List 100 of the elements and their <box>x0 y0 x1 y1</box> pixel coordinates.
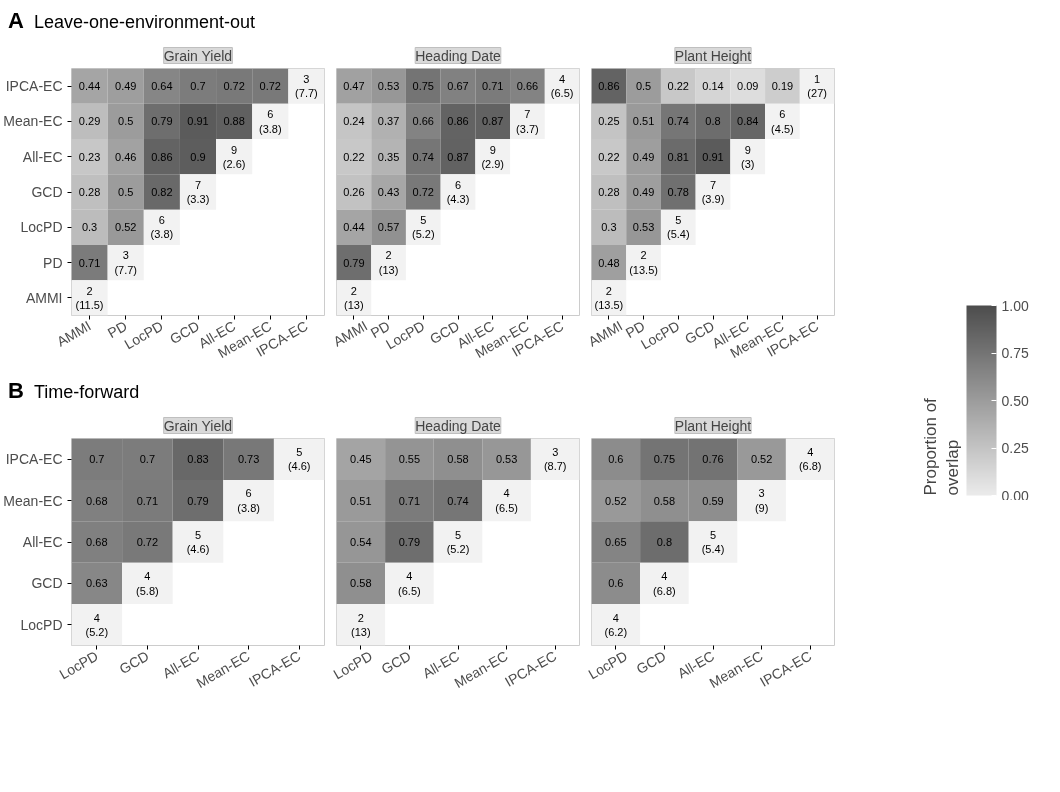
data-label: 0.43 <box>377 186 400 198</box>
data-label: 0.68 <box>86 494 108 507</box>
data-label: 0.75 <box>653 453 676 466</box>
data-label: 0.8 <box>656 536 673 548</box>
data-label: 0.49 <box>632 186 655 198</box>
data-label: 0.72 <box>223 80 245 93</box>
data-label: 0.44 <box>343 221 365 234</box>
chart-title: Grain Yield <box>163 47 233 64</box>
data-label: 0.53 <box>495 453 518 466</box>
text: 2 (13) <box>344 284 364 312</box>
y-tick-label: All-EC <box>22 148 63 165</box>
data-label: 0.09 <box>737 80 759 93</box>
data-label: 0.28 <box>78 186 101 198</box>
data-label: 0.8 <box>705 115 721 128</box>
text: 5 (4.6) <box>186 528 210 556</box>
data-label: 0.24 <box>343 115 365 128</box>
data-label: 0.19 <box>771 80 794 93</box>
y-tick-label: All-EC <box>22 534 63 550</box>
y-tick-label: GCD <box>31 575 63 592</box>
chart-title: Heading Date <box>415 47 502 64</box>
data-label: 0.83 <box>187 453 209 466</box>
text: 3 (7.7) <box>295 72 318 100</box>
data-label: 0.79 <box>187 494 209 507</box>
y-tick-label: IPCA-EC <box>5 78 63 95</box>
data-label: 0.86 <box>151 150 173 163</box>
data-label: 0.55 <box>398 453 421 466</box>
text: 6 (3.8) <box>237 487 260 514</box>
data-label: 0.88 <box>223 115 245 128</box>
data-label: 0.53 <box>377 80 400 93</box>
chart-title: Plant Height <box>674 417 752 434</box>
text: 2 (13) <box>351 611 371 638</box>
data-label: 0.63 <box>86 577 108 590</box>
data-label: 0.79 <box>343 256 365 269</box>
text: 1 (27) <box>807 72 827 100</box>
color-bar-title: Proportion of overlap <box>920 397 963 496</box>
color-bar-label: 0.25 <box>1001 440 1029 456</box>
data-label: 0.5 <box>118 186 134 198</box>
data-label: 0.22 <box>667 80 689 93</box>
text: 4 (6.8) <box>653 570 676 597</box>
data-label: 0.25 <box>598 115 620 128</box>
data-label: 0.81 <box>667 150 689 163</box>
text: 4 (6.5) <box>398 570 421 597</box>
data-label: 0.51 <box>632 115 655 128</box>
text: 2 (13.5) <box>594 284 624 312</box>
data-label: 0.73 <box>237 453 260 466</box>
text: Leave-one-environment-out <box>33 12 256 32</box>
text: 6 (3.8) <box>258 108 282 135</box>
y-tick-label: LocPD <box>20 616 63 633</box>
data-label: 0.9 <box>190 150 206 163</box>
text: 9 (2.9) <box>481 143 505 170</box>
data-label: 0.3 <box>601 221 617 234</box>
text: 4 (6.5) <box>550 72 574 100</box>
data-label: 0.66 <box>412 115 434 128</box>
y-tick-label: LocPD <box>20 219 63 236</box>
data-label: 0.71 <box>398 494 421 507</box>
text: 3 (7.7) <box>114 249 138 276</box>
data-label: 0.76 <box>702 453 724 466</box>
text: 4 (6.5) <box>495 487 518 514</box>
text: 7 (3.9) <box>701 178 725 206</box>
text: 6 (4.3) <box>446 178 470 206</box>
data-label: 0.28 <box>598 186 620 198</box>
y-tick-label: PD <box>43 254 63 271</box>
data-label: 0.23 <box>78 150 101 163</box>
data-label: 0.87 <box>447 150 469 163</box>
data-label: 0.74 <box>412 150 434 163</box>
data-label: 0.72 <box>136 536 159 548</box>
data-label: 0.86 <box>447 115 469 128</box>
text: A <box>8 8 24 33</box>
y-tick-label: AMMI <box>25 289 63 306</box>
y-tick-label: Mean-EC <box>3 113 63 130</box>
text: 6 (3.8) <box>150 214 174 241</box>
data-label: 0.75 <box>412 80 434 93</box>
data-label: 0.7 <box>139 453 156 466</box>
data-label: 0.82 <box>151 186 173 198</box>
chart-title: Grain Yield <box>163 417 233 434</box>
color-bar-label: 0.75 <box>1001 345 1029 361</box>
y-tick-label: GCD <box>31 184 63 200</box>
x-tick-label: GCD <box>378 647 414 677</box>
color-bar-label: 0.00 <box>1001 487 1029 504</box>
text: 4 (6.2) <box>604 611 628 638</box>
data-label: 0.49 <box>115 80 137 93</box>
data-label: 0.84 <box>737 115 759 128</box>
data-label: 0.5 <box>118 115 134 128</box>
data-label: 0.22 <box>343 150 365 163</box>
data-label: 0.71 <box>136 494 159 507</box>
data-label: 0.86 <box>598 80 620 93</box>
data-label: 0.6 <box>608 453 624 466</box>
data-label: 0.79 <box>151 115 173 128</box>
data-label: 0.6 <box>608 577 624 590</box>
data-label: 0.7 <box>89 453 105 466</box>
data-label: 0.59 <box>702 494 724 507</box>
data-label: 0.26 <box>343 186 365 198</box>
data-label: 0.29 <box>78 115 101 128</box>
text: 7 (3.7) <box>516 108 539 135</box>
data-label: 0.37 <box>377 115 400 128</box>
text: 4 (5.8) <box>136 570 159 597</box>
data-label: 0.91 <box>187 115 209 128</box>
data-label: 0.52 <box>605 494 627 507</box>
text: 3 (9) <box>754 487 769 514</box>
text: 5 (5.2) <box>411 214 435 241</box>
